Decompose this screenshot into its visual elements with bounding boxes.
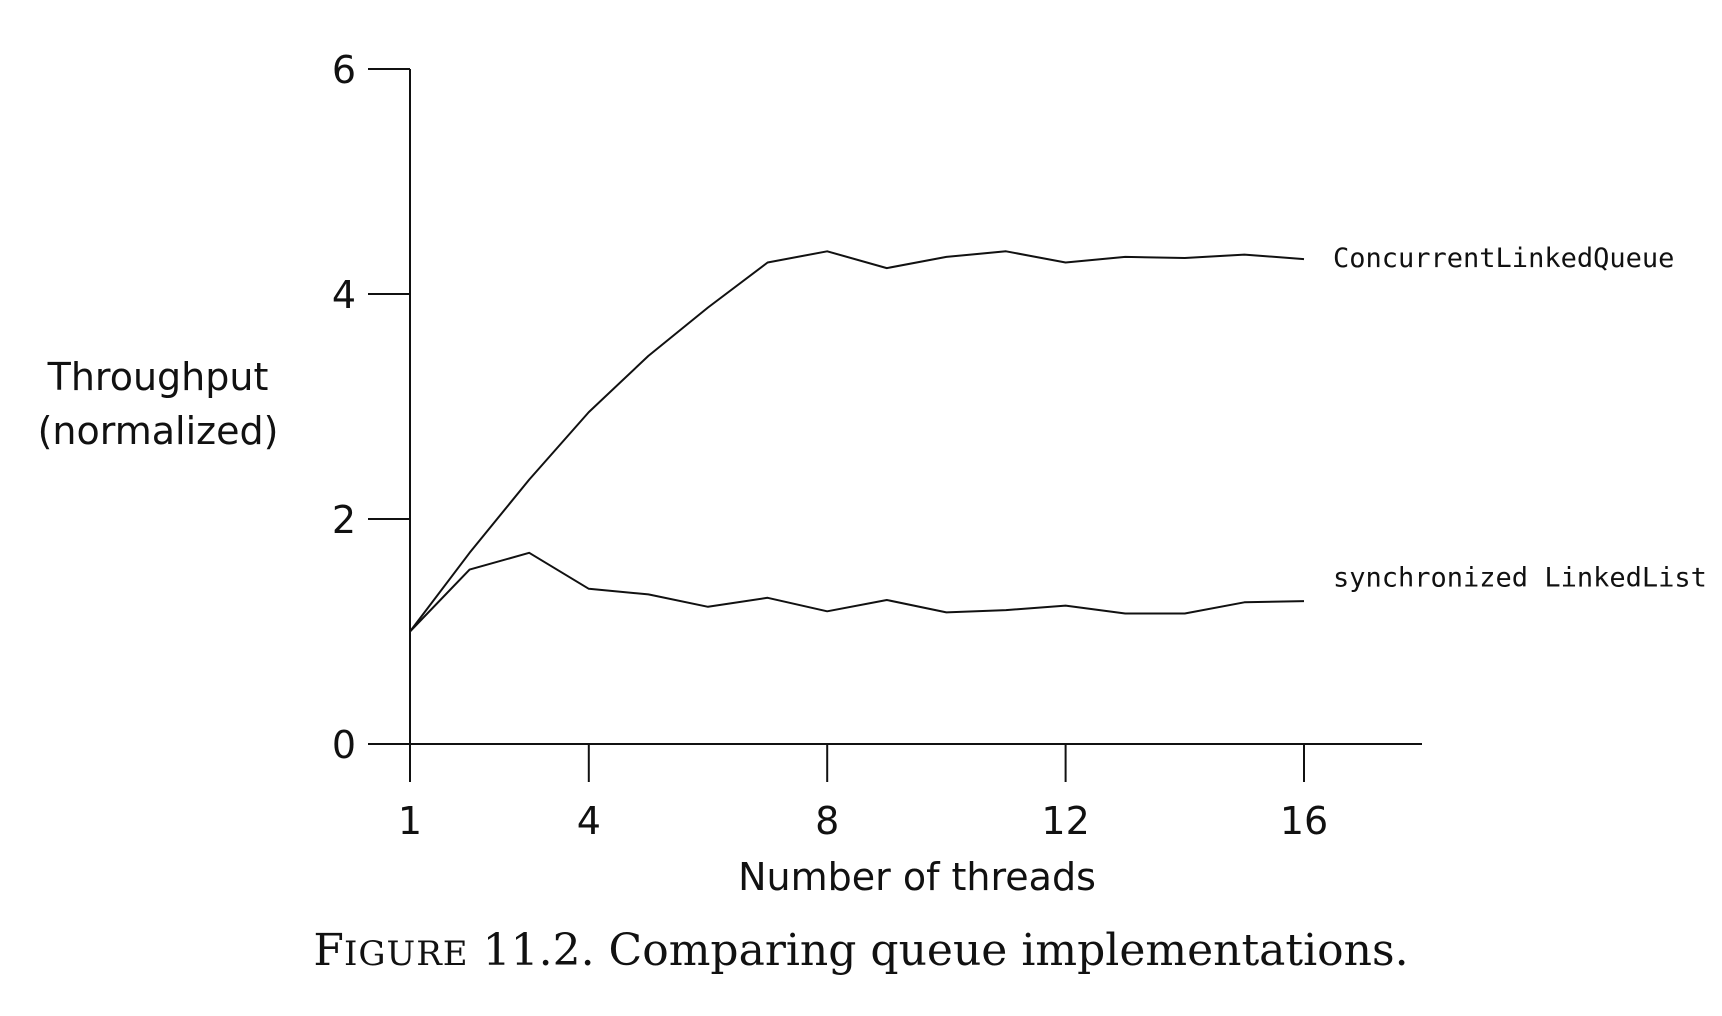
y-tick-label-6: 6 <box>332 48 356 92</box>
ticks: 0 2 4 6 1 4 8 12 16 <box>332 48 1328 843</box>
x-tick-label-1: 1 <box>398 799 422 843</box>
y-tick-label-0: 0 <box>332 723 356 767</box>
x-axis-title: Number of threads <box>738 855 1096 899</box>
series-label-1: ConcurrentLinkedQueue <box>1333 243 1674 274</box>
x-tick-label-4: 4 <box>577 799 601 843</box>
y-axis-title-line-1: Throughput <box>47 355 269 399</box>
caption-figure-rest: IGURE <box>344 934 469 974</box>
figure-caption: FIGURE 11.2. Comparing queue implementat… <box>313 925 1408 976</box>
y-tick-label-4: 4 <box>332 273 356 317</box>
series-labels: ConcurrentLinkedQueue synchronized Linked… <box>1333 243 1707 593</box>
x-tick-label-16: 16 <box>1280 799 1328 843</box>
series-line-2 <box>409 551 1305 633</box>
series-line-1 <box>409 250 1305 633</box>
y-axis-title-line-2: (normalized) <box>38 409 279 453</box>
caption-figure-first-letter: F <box>313 925 344 976</box>
axes <box>368 69 1422 745</box>
caption-text: 11.2. Comparing queue implementations. <box>469 925 1409 976</box>
x-tick-label-12: 12 <box>1041 799 1089 843</box>
series-lines <box>409 250 1305 633</box>
x-tick-label-8: 8 <box>815 799 839 843</box>
y-tick-label-2: 2 <box>332 498 356 542</box>
series-label-2: synchronized LinkedList <box>1333 563 1707 594</box>
